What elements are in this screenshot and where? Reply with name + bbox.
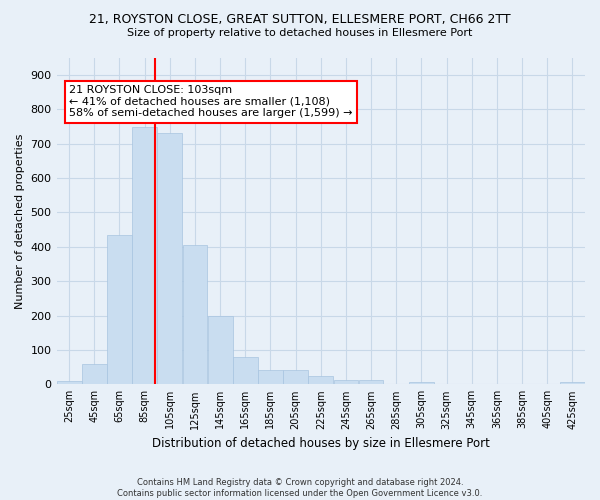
Bar [283,370,308,384]
Bar [82,364,107,384]
Y-axis label: Number of detached properties: Number of detached properties [15,133,25,308]
Bar [308,376,333,384]
Bar [233,357,257,384]
Bar [182,245,208,384]
Text: Contains HM Land Registry data © Crown copyright and database right 2024.
Contai: Contains HM Land Registry data © Crown c… [118,478,482,498]
Text: Size of property relative to detached houses in Ellesmere Port: Size of property relative to detached ho… [127,28,473,38]
X-axis label: Distribution of detached houses by size in Ellesmere Port: Distribution of detached houses by size … [152,437,490,450]
Bar [132,127,157,384]
Bar [560,382,585,384]
Bar [359,380,383,384]
Text: 21, ROYSTON CLOSE, GREAT SUTTON, ELLESMERE PORT, CH66 2TT: 21, ROYSTON CLOSE, GREAT SUTTON, ELLESME… [89,12,511,26]
Bar [157,133,182,384]
Text: 21 ROYSTON CLOSE: 103sqm
← 41% of detached houses are smaller (1,108)
58% of sem: 21 ROYSTON CLOSE: 103sqm ← 41% of detach… [69,85,353,118]
Bar [258,370,283,384]
Bar [57,381,82,384]
Bar [334,380,358,384]
Bar [107,234,132,384]
Bar [208,316,233,384]
Bar [409,382,434,384]
